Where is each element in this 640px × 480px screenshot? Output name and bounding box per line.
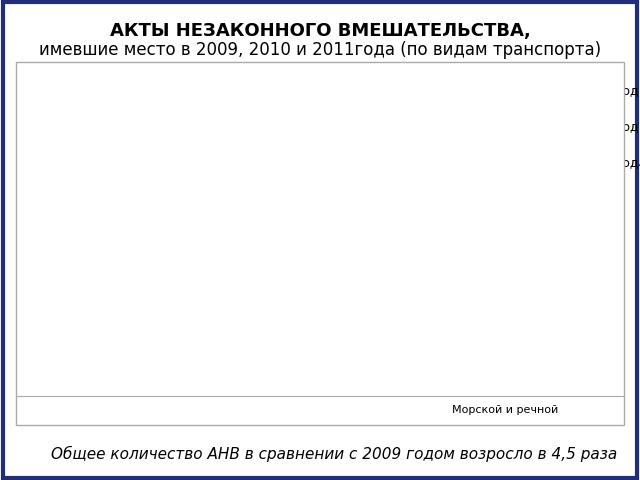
Text: 71: 71 [194,238,208,248]
Bar [84,262,103,362]
Text: 2: 2 [374,347,381,356]
Bar [45,362,416,374]
Text: 2: 2 [355,347,362,356]
Text: Автомобильный: Автомобильный [228,371,321,381]
Text: имевшие место в 2009, 2010 и 2011года (по видам транспорта): имевшие место в 2009, 2010 и 2011года (п… [39,41,601,60]
Bar [280,351,300,362]
Text: 7: 7 [286,338,293,348]
Bar [349,359,368,362]
Text: 59: 59 [175,257,189,267]
Text: 0: 0 [335,349,342,360]
Text: 18: 18 [156,321,170,331]
Text: Морской и речной: Морской и речной [452,406,559,415]
Text: 24: 24 [67,312,81,322]
Text: 64: 64 [86,249,100,259]
Text: Воздушный: Воздушный [139,371,207,381]
Bar [191,251,211,362]
Text: Общее количество АНВ в сравнении с 2009 годом возросло в 4,5 раза: Общее количество АНВ в сравнении с 2009 … [51,445,618,462]
Legend: 2009 год, 2010 год, 2011 года: 2009 год, 2010 год, 2011 года [546,78,640,174]
Text: АКТЫ НЕЗАКОННОГО ВМЕШАТЕЛЬСТВА,: АКТЫ НЕЗАКОННОГО ВМЕШАТЕЛЬСТВА, [109,22,531,40]
Text: 1: 1 [247,348,254,358]
Bar [64,324,84,362]
Text: 166: 166 [102,89,124,99]
Bar [103,102,123,362]
Bar [172,269,191,362]
Text: 5: 5 [267,342,274,352]
Bar [260,354,280,362]
Text: Железнодорожный: Железнодорожный [23,371,138,381]
Bar [152,334,172,362]
Bar [368,359,388,362]
Bar [241,360,260,362]
